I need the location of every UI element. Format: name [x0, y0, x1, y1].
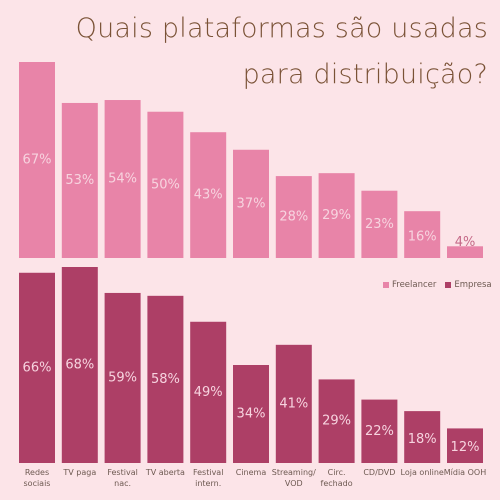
value-label-empresa-1: 68%	[65, 358, 94, 373]
chart-legend: Freelancer Empresa	[383, 280, 496, 290]
value-label-empresa-7: 29%	[322, 414, 351, 429]
category-label-4-line-1: intern.	[195, 479, 221, 488]
value-label-freelancer-0: 67%	[23, 153, 52, 168]
category-label-7-line-1: fechado	[321, 479, 353, 488]
bar-empresa-6	[275, 344, 312, 463]
value-label-freelancer-2: 54%	[108, 172, 137, 187]
value-label-empresa-4: 49%	[194, 385, 223, 400]
bar-freelancer-1	[61, 102, 98, 258]
bar-empresa-8	[361, 399, 398, 463]
value-label-empresa-6: 41%	[279, 396, 308, 411]
bar-freelancer-9	[404, 211, 441, 258]
bar-empresa-10	[447, 428, 483, 463]
category-label-1: TV paga	[62, 468, 96, 477]
category-label-9: Loja online	[401, 468, 444, 477]
bar-empresa-2	[104, 292, 141, 463]
legend-item-freelancer: Freelancer	[383, 280, 436, 290]
bar-empresa-7	[318, 379, 355, 463]
bar-empresa-4	[190, 321, 227, 463]
category-label-10: Mídia OOH	[444, 468, 486, 477]
category-label-8: CD/DVD	[363, 468, 395, 477]
value-label-freelancer-9: 16%	[408, 229, 437, 244]
bar-empresa-1	[61, 267, 98, 463]
bar-empresa-3	[147, 295, 184, 463]
category-label-3: TV aberta	[145, 468, 185, 477]
chart-title-line-2: para distribuição?	[242, 59, 488, 90]
value-label-empresa-0: 66%	[23, 360, 52, 375]
value-label-freelancer-8: 23%	[365, 217, 394, 232]
category-label-0-line-1: sociais	[24, 479, 51, 488]
bar-freelancer-4	[190, 132, 227, 258]
value-label-freelancer-7: 29%	[322, 208, 351, 223]
value-label-empresa-3: 58%	[151, 372, 180, 387]
bar-freelancer-2	[104, 100, 141, 259]
bar-freelancer-10	[447, 246, 483, 258]
bar-freelancer-8	[361, 190, 398, 258]
value-label-freelancer-5: 37%	[237, 196, 266, 211]
value-label-empresa-5: 34%	[237, 407, 266, 422]
value-label-freelancer-6: 28%	[279, 210, 308, 225]
category-label-2-line-1: nac.	[114, 479, 131, 488]
value-label-freelancer-4: 43%	[194, 188, 223, 203]
bar-freelancer-5	[233, 149, 269, 258]
chart-title: Quais plataformas são usadas para distri…	[18, 6, 488, 98]
bar-empresa-5	[233, 365, 269, 463]
category-label-4-line-0: Festival	[193, 468, 223, 477]
legend-label-empresa: Empresa	[454, 280, 492, 290]
value-label-empresa-9: 18%	[408, 432, 437, 447]
value-label-freelancer-1: 53%	[65, 173, 94, 188]
value-label-empresa-8: 22%	[365, 424, 394, 439]
chart-title-line-1: Quais plataformas são usadas	[75, 13, 488, 44]
bar-freelancer-3	[147, 111, 184, 258]
category-label-7-line-0: Circ.	[328, 468, 346, 477]
bar-empresa-9	[404, 411, 441, 463]
value-label-empresa-2: 59%	[108, 370, 137, 385]
bar-freelancer-7	[318, 173, 355, 258]
legend-swatch-freelancer	[383, 282, 389, 288]
legend-item-empresa: Empresa	[445, 280, 492, 290]
legend-label-freelancer: Freelancer	[392, 280, 437, 290]
bar-freelancer-0	[19, 62, 55, 258]
category-label-2-line-0: Festival	[107, 468, 137, 477]
category-label-6-line-1: VOD	[285, 479, 303, 488]
value-label-freelancer-10: 4%	[455, 235, 476, 250]
category-label-5: Cinema	[236, 468, 267, 477]
legend-swatch-empresa	[445, 282, 452, 288]
value-label-freelancer-3: 50%	[151, 177, 180, 192]
bar-freelancer-6	[275, 176, 312, 258]
category-label-0-line-0: Redes	[25, 468, 49, 477]
value-label-empresa-10: 12%	[451, 440, 480, 455]
category-label-6-line-0: Streaming/	[272, 468, 316, 477]
bar-empresa-0	[19, 272, 55, 463]
